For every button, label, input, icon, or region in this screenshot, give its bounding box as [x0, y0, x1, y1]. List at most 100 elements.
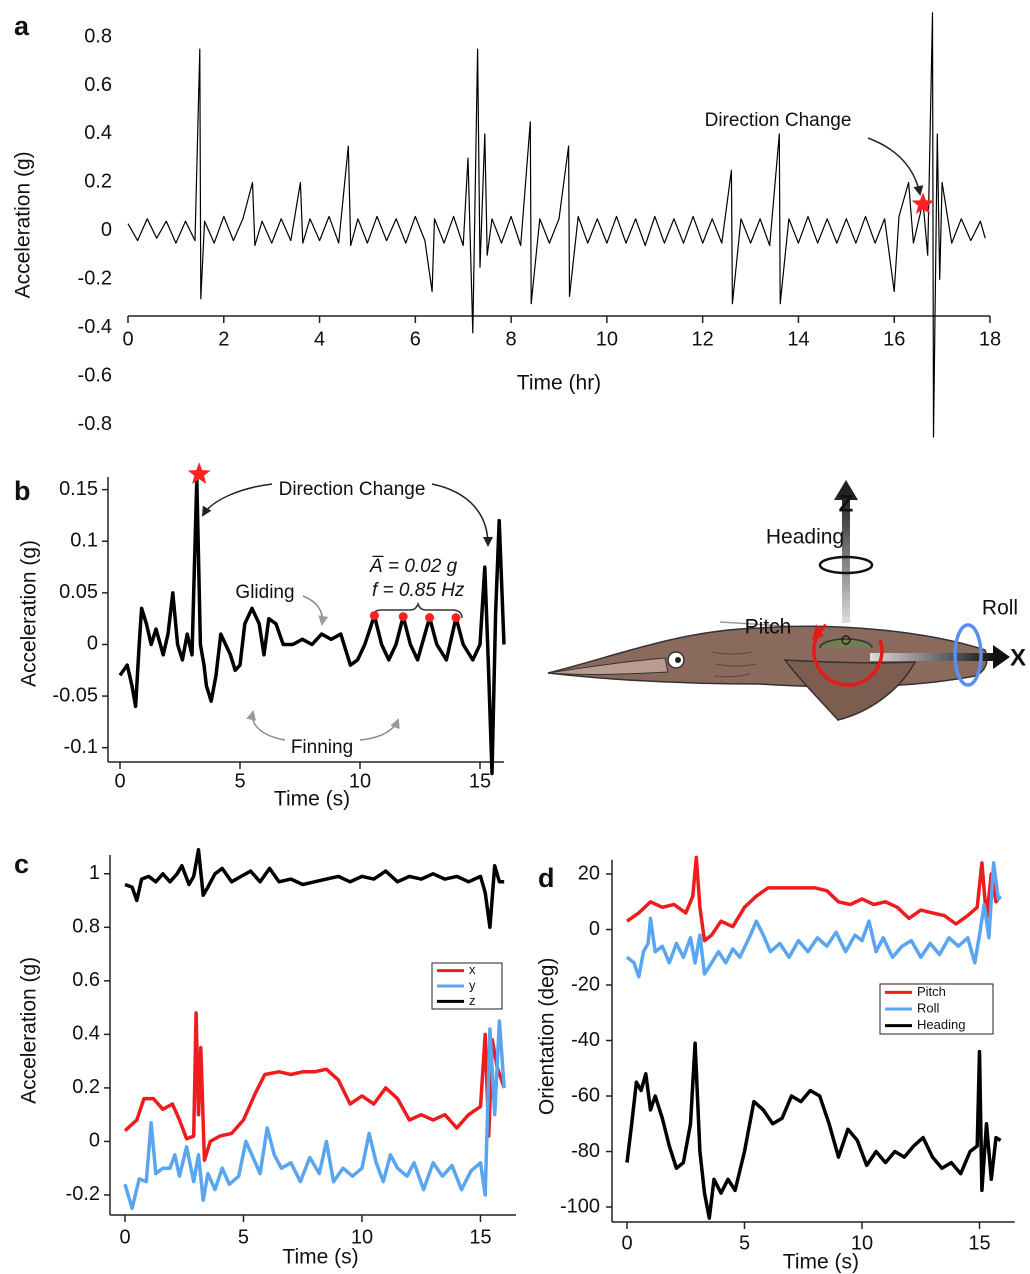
x-axis-title: Time (s)	[783, 1251, 859, 1274]
arrow	[431, 483, 493, 547]
y-tick-label: 0.2	[72, 1076, 100, 1098]
y-tick-label: 0	[87, 633, 98, 655]
x-tick-label: 10	[851, 1232, 873, 1254]
y-tick-label: 0	[101, 219, 112, 241]
panel-letter: c	[14, 849, 29, 879]
roll-rotation	[953, 623, 983, 687]
data-line	[625, 861, 1002, 979]
x-axis-title: Time (hr)	[517, 372, 601, 395]
z-arrow	[842, 495, 850, 623]
x-tick-label: 0	[122, 328, 133, 350]
x-tick-label: 0	[119, 1226, 130, 1248]
x-tick-label: 5	[234, 770, 245, 792]
y-tick-label: -0.6	[78, 365, 112, 387]
data-line	[123, 1019, 506, 1211]
pitch-rotation	[812, 623, 884, 687]
legend-label: x	[469, 962, 476, 977]
y-tick-label: -0.05	[52, 684, 98, 706]
x-arrow	[870, 653, 995, 661]
arrow	[359, 718, 400, 741]
x-tick-label: 18	[979, 328, 1001, 350]
legend-label: Pitch	[917, 984, 946, 999]
x-axis-title: Time (s)	[282, 1246, 358, 1269]
data-line	[127, 12, 986, 438]
legend-label: z	[469, 993, 476, 1008]
y-tick-label: -0.2	[78, 268, 112, 290]
x-tick-label: 14	[787, 328, 809, 350]
annotation: Direction Change	[279, 479, 426, 500]
legend-label: Roll	[917, 1000, 940, 1015]
y-tick-label: -0.4	[78, 316, 112, 338]
y-tick-label: 0.6	[84, 74, 112, 96]
panel: a 0 2 4 6 8 10 12 14 16 18 -0.8 -0.6 -0.4 -0.2 0 0.2 0.4 0…	[12, 11, 1001, 438]
x-tick-label: 10	[349, 770, 371, 792]
x-tick-label: 0	[621, 1232, 632, 1254]
arrow	[302, 595, 329, 626]
y-tick-label: 1	[89, 862, 100, 884]
panel: c 0 5 10 15 -0.2 0 0.2 0.4 0.6 0.8 1 Time (s) Acceler…	[14, 847, 516, 1269]
x-tick-label: 10	[351, 1226, 373, 1248]
panel-letter: d	[538, 863, 555, 893]
x-tick-label: 15	[469, 1226, 491, 1248]
brace	[371, 601, 463, 619]
x-tick-label: 4	[314, 328, 325, 350]
squid-fin	[783, 659, 917, 721]
peak-marker	[369, 611, 379, 621]
tag-mark	[841, 635, 851, 645]
x-tick-label: 5	[739, 1232, 750, 1254]
z-arrow-head	[834, 480, 858, 500]
data-line	[123, 1011, 506, 1162]
y-tick-label: 0.8	[84, 25, 112, 47]
legend-label: Heading	[917, 1017, 965, 1032]
panel: b 0 5 10 15 -0.1 -0.05 0 0.05 0.1 0.15 Time (s) Acce…	[14, 462, 506, 811]
y-tick-label: 0.4	[72, 1023, 100, 1045]
annotation-arrows	[201, 137, 924, 741]
y-axis-title: Acceleration (g)	[18, 957, 41, 1104]
y-tick-label: 0.15	[59, 478, 98, 500]
x-tick-label: 8	[506, 328, 517, 350]
y-tick-label: -0.1	[64, 736, 98, 758]
y-tick-label: -80	[571, 1140, 600, 1162]
y-tick-label: 20	[578, 862, 600, 884]
heading-label: Heading	[766, 526, 844, 549]
annotation: A̅ = 0.02 g	[369, 556, 458, 577]
y-axis-title: Acceleration (g)	[12, 151, 35, 298]
x-tick-label: 16	[883, 328, 905, 350]
x-tick-label: 5	[238, 1226, 249, 1248]
y-axis-title: Acceleration (g)	[18, 540, 41, 687]
y-axis-title: Orientation (deg)	[536, 958, 559, 1116]
x-arrow-head	[993, 645, 1010, 669]
data-line	[118, 477, 506, 776]
peak-marker	[398, 612, 408, 622]
x-tick-label: 12	[692, 328, 714, 350]
x-tick-label: 15	[469, 770, 491, 792]
y-tick-label: 0	[589, 918, 600, 940]
y-tick-label: 0.4	[84, 122, 112, 144]
x-label: X	[1010, 644, 1026, 671]
y-tick-label: -0.8	[78, 413, 112, 435]
y-tick-label: 0.2	[84, 171, 112, 193]
data-line	[625, 1041, 1002, 1220]
y-tick-label: -20	[571, 973, 600, 995]
data-line	[124, 847, 505, 930]
y-tick-label: 0.8	[72, 916, 100, 938]
star-marker	[911, 192, 935, 214]
squid-diagram: Z Heading Pitch Roll X	[547, 480, 1026, 721]
squid-texture	[711, 651, 757, 678]
y-tick-label: -100	[560, 1195, 600, 1217]
peak-marker	[451, 613, 461, 623]
panel-letter: b	[14, 476, 31, 506]
arrow	[201, 483, 273, 517]
panel-letter: a	[14, 11, 30, 41]
annotation: Gliding	[235, 582, 294, 603]
y-tick-label: 0	[89, 1130, 100, 1152]
y-tick-label: 0.6	[72, 969, 100, 991]
pitch-arrow	[812, 624, 824, 640]
z-label: Z	[839, 490, 854, 517]
x-tick-label: 15	[968, 1232, 990, 1254]
legend-label: y	[469, 977, 476, 992]
star-marker	[187, 462, 211, 484]
x-tick-label: 2	[218, 328, 229, 350]
roll-label: Roll	[982, 597, 1018, 620]
